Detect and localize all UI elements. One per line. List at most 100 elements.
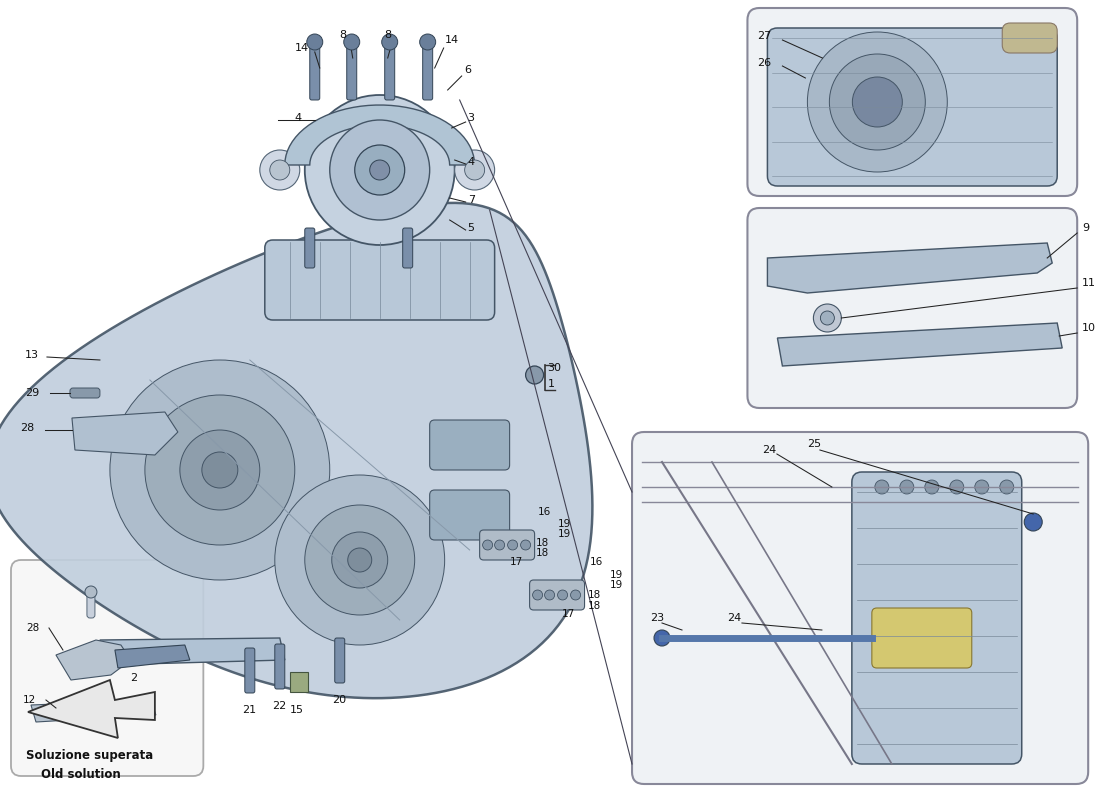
Circle shape [270, 160, 289, 180]
FancyBboxPatch shape [422, 45, 432, 100]
Text: 2: 2 [130, 673, 138, 683]
Polygon shape [56, 640, 131, 680]
Circle shape [260, 150, 300, 190]
Text: Old solution: Old solution [41, 769, 121, 782]
Circle shape [180, 430, 260, 510]
Circle shape [348, 548, 372, 572]
Circle shape [1024, 513, 1042, 531]
Polygon shape [289, 672, 308, 692]
Circle shape [370, 160, 389, 180]
Circle shape [526, 366, 543, 384]
Text: parts.direct: parts.direct [185, 438, 434, 582]
FancyBboxPatch shape [70, 388, 100, 398]
Circle shape [1000, 480, 1014, 494]
Circle shape [332, 532, 387, 588]
Circle shape [483, 540, 493, 550]
FancyBboxPatch shape [430, 490, 509, 540]
Circle shape [813, 304, 842, 332]
FancyBboxPatch shape [310, 45, 320, 100]
Text: 19: 19 [558, 519, 571, 529]
FancyBboxPatch shape [245, 648, 255, 693]
FancyBboxPatch shape [747, 208, 1077, 408]
Circle shape [558, 590, 568, 600]
FancyBboxPatch shape [385, 45, 395, 100]
Polygon shape [28, 680, 155, 738]
Circle shape [201, 452, 238, 488]
Text: 3: 3 [468, 113, 474, 123]
Text: 30: 30 [548, 363, 562, 373]
Text: 15: 15 [289, 705, 304, 715]
Circle shape [654, 630, 670, 646]
Circle shape [464, 160, 485, 180]
Text: 14: 14 [444, 35, 459, 45]
Text: 19: 19 [609, 580, 623, 590]
Circle shape [807, 32, 947, 172]
Circle shape [532, 590, 542, 600]
Text: 8: 8 [385, 30, 392, 40]
FancyBboxPatch shape [305, 228, 315, 268]
Text: 18: 18 [587, 601, 601, 611]
Text: 19: 19 [558, 529, 571, 539]
Circle shape [874, 480, 889, 494]
Text: 18: 18 [536, 548, 549, 558]
Text: 4: 4 [295, 113, 301, 123]
Circle shape [544, 590, 554, 600]
FancyBboxPatch shape [872, 608, 971, 668]
Circle shape [852, 77, 902, 127]
Polygon shape [0, 203, 593, 698]
Polygon shape [778, 323, 1063, 366]
Text: 25: 25 [807, 439, 821, 449]
Text: 26: 26 [758, 58, 771, 68]
Text: 1: 1 [548, 379, 554, 389]
Circle shape [925, 480, 938, 494]
Circle shape [343, 34, 360, 50]
Circle shape [520, 540, 530, 550]
Circle shape [420, 34, 436, 50]
FancyBboxPatch shape [747, 8, 1077, 196]
Circle shape [900, 480, 914, 494]
Circle shape [829, 54, 925, 150]
FancyBboxPatch shape [265, 240, 495, 320]
Text: 10: 10 [1082, 323, 1097, 333]
Text: 8: 8 [340, 30, 346, 40]
FancyBboxPatch shape [851, 472, 1022, 764]
FancyBboxPatch shape [11, 560, 204, 776]
Polygon shape [768, 243, 1053, 293]
FancyBboxPatch shape [334, 638, 344, 683]
FancyBboxPatch shape [430, 420, 509, 470]
Polygon shape [100, 638, 285, 665]
Text: 17: 17 [562, 609, 575, 619]
Circle shape [454, 150, 495, 190]
Circle shape [975, 480, 989, 494]
Circle shape [305, 505, 415, 615]
Polygon shape [114, 645, 190, 668]
Text: 16: 16 [590, 557, 603, 567]
Text: 22: 22 [272, 701, 286, 711]
Polygon shape [72, 412, 178, 455]
FancyBboxPatch shape [403, 228, 412, 268]
Text: 18: 18 [536, 538, 549, 548]
Circle shape [571, 590, 581, 600]
Circle shape [507, 540, 518, 550]
Circle shape [85, 586, 97, 598]
FancyBboxPatch shape [632, 432, 1088, 784]
FancyBboxPatch shape [87, 590, 95, 618]
Text: 5: 5 [468, 223, 474, 233]
Text: Soluzione superata: Soluzione superata [26, 749, 153, 762]
Text: 24: 24 [727, 613, 741, 623]
Text: 24: 24 [762, 445, 777, 455]
Text: 20: 20 [332, 695, 345, 705]
Text: 27: 27 [758, 31, 772, 41]
Polygon shape [285, 105, 474, 165]
FancyBboxPatch shape [1002, 23, 1057, 53]
FancyBboxPatch shape [480, 530, 535, 560]
Circle shape [354, 145, 405, 195]
Circle shape [495, 540, 505, 550]
Circle shape [330, 120, 430, 220]
Circle shape [145, 395, 295, 545]
Text: 23: 23 [650, 613, 664, 623]
FancyBboxPatch shape [768, 28, 1057, 186]
Text: 12: 12 [23, 695, 36, 705]
Text: 18: 18 [587, 590, 601, 600]
Text: 7: 7 [468, 195, 475, 205]
